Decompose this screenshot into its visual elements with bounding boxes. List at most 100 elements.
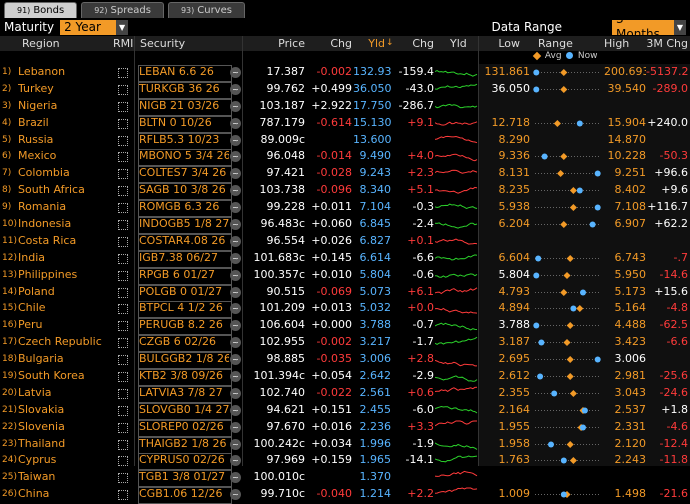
security-ticker[interactable]: PERUGB 8.2 26 (139, 318, 223, 332)
chart-icon[interactable]: ~ (230, 185, 241, 197)
chart-icon[interactable]: ~ (230, 219, 241, 231)
chart-icon[interactable]: ~ (230, 354, 241, 366)
table-row[interactable]: 12) India IGB7.38 06/27 ~101.683c +0.145 6.61… (0, 250, 690, 268)
table-row[interactable]: 4) Brazil BLTN 0 10/26 ~787.179 -0.614 15.130… (0, 115, 690, 133)
table-row[interactable]: 26) China CGB1.06 12/26 ~99.710c -0.040 1.214… (0, 486, 690, 504)
chart-icon[interactable]: ~ (230, 117, 241, 129)
rmi-checkbox[interactable] (118, 270, 128, 281)
header-chg[interactable]: Chg (330, 37, 352, 50)
table-row[interactable]: 17) Czech Republic CZGB 6 02/26 ~102.955 -0.… (0, 334, 690, 353)
rmi-checkbox[interactable] (118, 405, 128, 416)
chart-icon[interactable]: ~ (230, 303, 241, 315)
rmi-checkbox[interactable] (118, 152, 128, 163)
chart-icon[interactable]: ~ (230, 337, 241, 349)
tab-curves[interactable]: 93) Curves (167, 2, 245, 18)
chevron-down-icon[interactable]: ▼ (116, 19, 129, 35)
security-ticker[interactable]: CYPRUS0 02/26 (139, 453, 225, 467)
table-row[interactable]: 16) Peru PERUGB 8.2 26 ~106.604 +0.000 3.788 -… (0, 317, 690, 336)
security-ticker[interactable]: KTB2 3/8 09/26 (139, 369, 224, 383)
header-3m-chg[interactable]: 3M Chg (646, 37, 688, 50)
security-ticker[interactable]: NIGB 21 03/26 (139, 98, 220, 112)
chart-icon[interactable]: ~ (230, 455, 241, 467)
rmi-checkbox[interactable] (118, 456, 128, 467)
tab-spreads[interactable]: 92) Spreads (81, 2, 164, 18)
header-high[interactable]: High (604, 37, 630, 50)
chart-icon[interactable]: ~ (230, 168, 241, 180)
rmi-checkbox[interactable] (118, 101, 128, 112)
security-ticker[interactable]: LATVIA3 7/8 27 (139, 385, 223, 399)
chart-icon[interactable]: ~ (230, 286, 241, 298)
rmi-checkbox[interactable] (118, 439, 128, 450)
region-name[interactable]: Czech Republic (18, 335, 102, 349)
region-name[interactable]: Mexico (18, 149, 57, 163)
header-low[interactable]: Low (498, 37, 520, 50)
region-name[interactable]: Romania (18, 200, 67, 214)
rmi-checkbox[interactable] (118, 422, 128, 433)
security-ticker[interactable]: RPGB 6 01/27 (139, 267, 216, 281)
region-name[interactable]: Nigeria (18, 98, 58, 112)
table-row[interactable]: 3) Nigeria NIGB 21 03/26 ~103.187 +2.922 17.7… (0, 98, 690, 116)
region-name[interactable]: Costa Rica (18, 233, 77, 247)
rmi-checkbox[interactable] (118, 220, 128, 231)
security-ticker[interactable]: CZGB 6 02/26 (139, 335, 216, 349)
chart-icon[interactable]: ~ (230, 438, 241, 450)
region-name[interactable]: Lebanon (18, 65, 66, 78)
chart-icon[interactable]: ~ (230, 134, 241, 146)
chart-icon[interactable]: ~ (230, 320, 241, 332)
region-name[interactable]: India (18, 250, 45, 264)
chart-icon[interactable]: ~ (230, 83, 241, 95)
security-ticker[interactable]: RFLB5.3 10/23 (139, 132, 220, 146)
security-ticker[interactable]: MBONO 5 3/4 26 (139, 149, 229, 163)
security-ticker[interactable]: POLGB 0 01/27 (139, 284, 223, 298)
rmi-checkbox[interactable] (118, 304, 128, 315)
header-rmi[interactable]: RMI (113, 37, 134, 50)
table-row[interactable]: 13) Philippines RPGB 6 01/27 ~100.357c +0.01… (0, 267, 690, 285)
region-name[interactable]: Taiwan (18, 470, 56, 484)
security-ticker[interactable]: THAIGB2 1/8 26 (139, 436, 227, 450)
rmi-checkbox[interactable] (118, 372, 128, 383)
security-ticker[interactable]: IGB7.38 06/27 (139, 250, 219, 264)
region-name[interactable]: Russia (18, 132, 54, 146)
rmi-checkbox[interactable] (118, 236, 128, 247)
table-row[interactable]: 20) Latvia LATVIA3 7/8 27 ~102.740 -0.022 2.5… (0, 385, 690, 403)
rmi-checkbox[interactable] (118, 355, 128, 366)
security-ticker[interactable]: INDOGB5 1/8 27 (139, 217, 229, 231)
table-row[interactable]: 18) Bulgaria BULGGB2 1/8 26 ~98.885 -0.035 3.… (0, 351, 690, 370)
security-ticker[interactable]: LEBAN 6.6 26 (139, 65, 214, 78)
security-ticker[interactable]: SLOVGB0 1/4 27 (139, 402, 229, 416)
security-ticker[interactable]: ROMGB 6.3 26 (139, 200, 220, 214)
table-row[interactable]: 2) Turkey TURKGB 36 26 ~99.762 +0.499 36.050-… (0, 81, 690, 99)
security-ticker[interactable]: SLOREP0 02/26 (139, 419, 224, 433)
maturity-dropdown[interactable]: 2 Year ▼ (60, 19, 129, 35)
security-ticker[interactable]: BULGGB2 1/8 26 (139, 352, 229, 366)
table-row[interactable]: 8) South Africa SAGB 10 3/8 26 ~103.738 -0.0… (0, 182, 690, 201)
table-row[interactable]: 5) Russia RFLB5.3 10/23 ~89.009c 13.600 8.290… (0, 132, 690, 150)
region-name[interactable]: South Africa (18, 183, 85, 197)
chart-icon[interactable]: ~ (230, 404, 241, 416)
rmi-checkbox[interactable] (118, 287, 128, 298)
header-yld-chg[interactable]: Chg (412, 37, 434, 50)
rmi-checkbox[interactable] (118, 169, 128, 180)
rmi-checkbox[interactable] (118, 186, 128, 197)
rmi-checkbox[interactable] (118, 203, 128, 214)
chart-icon[interactable]: ~ (230, 67, 241, 78)
region-name[interactable]: Cyprus (18, 453, 57, 467)
rmi-checkbox[interactable] (118, 388, 128, 399)
table-row[interactable]: 10) Indonesia INDOGB5 1/8 27 ~96.483c +0.060… (0, 216, 690, 235)
chart-icon[interactable]: ~ (230, 100, 241, 112)
rmi-checkbox[interactable] (118, 338, 128, 349)
chart-icon[interactable]: ~ (230, 202, 241, 214)
region-name[interactable]: Slovenia (18, 419, 65, 433)
table-row[interactable]: 7) Colombia COLTES7 3/4 26 ~97.421 -0.028 9.2… (0, 165, 690, 184)
chart-icon[interactable]: ~ (230, 151, 241, 163)
security-ticker[interactable]: TURKGB 36 26 (139, 81, 220, 95)
table-row[interactable]: 6) Mexico MBONO 5 3/4 26 ~96.048 -0.014 9.490… (0, 148, 690, 167)
region-name[interactable]: China (18, 487, 50, 501)
rmi-checkbox[interactable] (118, 118, 128, 129)
chevron-down-icon[interactable]: ▼ (674, 19, 686, 35)
table-row[interactable]: 14) Poland POLGB 0 01/27 ~90.515 -0.069 5.073… (0, 284, 690, 302)
security-ticker[interactable]: SAGB 10 3/8 26 (139, 183, 226, 197)
region-name[interactable]: Thailand (18, 436, 66, 450)
header-range[interactable]: Range (538, 37, 573, 50)
chart-icon[interactable]: ~ (230, 421, 241, 433)
